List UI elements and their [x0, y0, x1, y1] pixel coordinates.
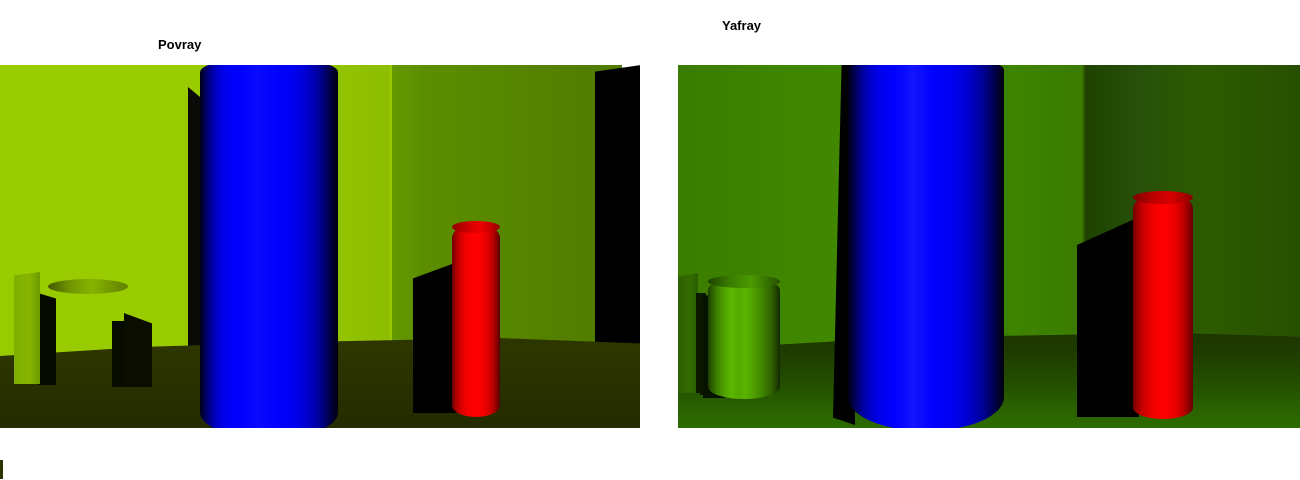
povray-wall-middle — [330, 65, 392, 365]
povray-blue-cylinder — [200, 65, 338, 428]
yafray-red-cylinder — [1133, 193, 1193, 419]
povray-small-box-shadow — [38, 293, 56, 385]
povray-dark-strip — [188, 87, 202, 377]
yafray-small-box — [678, 273, 698, 393]
povray-red-cylinder-top — [452, 221, 500, 233]
povray-black-wedge — [595, 65, 640, 365]
yafray-wall-middle — [1008, 65, 1090, 365]
yafray-green-cylinder — [708, 277, 780, 399]
povray-scene — [0, 65, 640, 428]
povray-green-cylinder-top — [48, 279, 128, 294]
povray-red-cylinder — [452, 223, 500, 417]
yafray-red-cylinder-top — [1133, 191, 1193, 204]
povray-green-cylinder — [48, 280, 128, 428]
yafray-green-cylinder-top — [708, 275, 780, 288]
render-label-yafray: Yafray — [722, 18, 762, 33]
yafray-scene — [678, 65, 1300, 428]
yafray-red-cylinder-shadow — [1077, 217, 1139, 417]
render-image-povray — [0, 65, 640, 428]
render-image-yafray — [678, 65, 1300, 428]
bottom-left-artifact — [0, 460, 3, 479]
render-label-povray: Povray — [158, 37, 202, 52]
yafray-blue-cylinder — [848, 65, 1004, 428]
povray-small-box — [14, 272, 40, 384]
povray-green-cylinder-wall-shadow — [124, 313, 152, 387]
